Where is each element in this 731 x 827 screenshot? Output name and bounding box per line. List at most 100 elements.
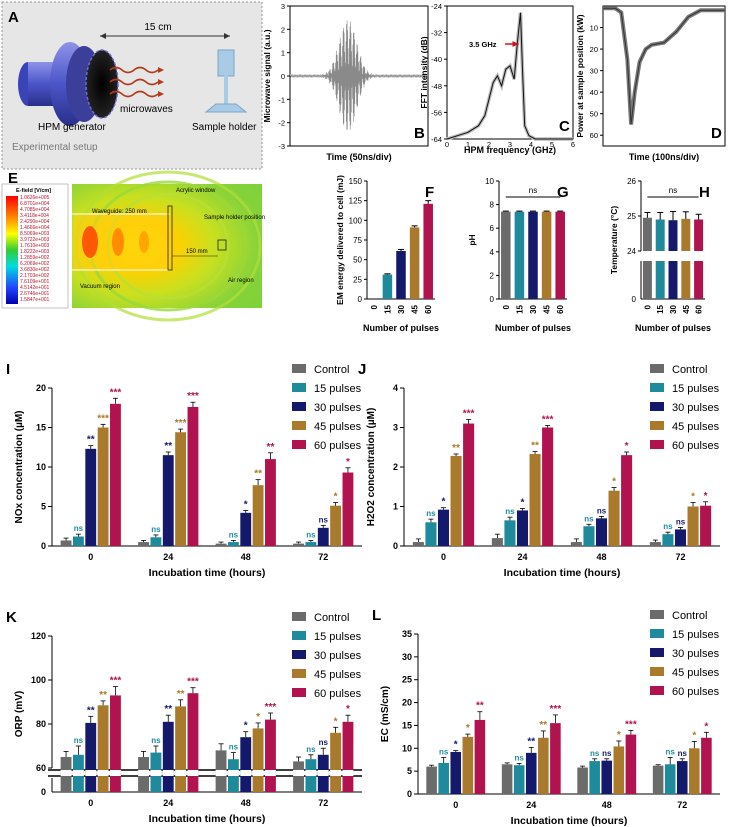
node-3 xyxy=(139,231,149,253)
bar-break-gap xyxy=(60,770,72,776)
generator-aperture xyxy=(85,49,119,119)
x-tick-label: 2 xyxy=(487,140,491,149)
holder-plate xyxy=(217,49,235,77)
legend-label: Control xyxy=(314,364,349,376)
bar xyxy=(625,734,637,794)
bar xyxy=(664,764,676,794)
significance-label: *** xyxy=(542,415,554,426)
waveguide-nodes xyxy=(82,226,149,258)
bar xyxy=(529,453,541,546)
x-axis-label: Number of pulses xyxy=(495,323,571,333)
bar xyxy=(538,737,549,794)
bar xyxy=(514,211,525,299)
panel-letter-a: A xyxy=(8,9,19,26)
bar xyxy=(265,719,276,792)
y-tick-label: -48 xyxy=(431,82,442,91)
y-tick-label: 2 xyxy=(281,25,285,34)
legend-swatch xyxy=(292,650,306,659)
bar xyxy=(701,737,712,794)
y-tick-label: 24 xyxy=(627,247,636,256)
power-band xyxy=(603,6,725,125)
bar xyxy=(463,423,475,546)
legend-value: 4.7085e+004 xyxy=(20,207,50,213)
bar xyxy=(541,211,552,299)
significance-label: * xyxy=(704,491,708,502)
panel-letter: K xyxy=(6,609,17,626)
holder-label: Sample holder xyxy=(192,122,257,133)
x-tick-label: 24 xyxy=(526,800,536,810)
y-tick-label: -64 xyxy=(431,135,442,144)
y-axis-label: EC (mS/cm) xyxy=(380,686,391,742)
y-tick-label: 0 xyxy=(41,787,46,797)
y-axis-label: ORP (mV) xyxy=(14,691,25,738)
bar-break-gap xyxy=(342,770,354,776)
significance-label: *** xyxy=(187,391,199,402)
bar xyxy=(438,762,449,794)
generator-label: HPM generator xyxy=(38,122,106,133)
legend-value: 7.6109e+001 xyxy=(20,279,50,285)
bar xyxy=(240,512,252,546)
legend-label: 60 pulses xyxy=(672,440,720,452)
significance-label: ns xyxy=(584,514,594,523)
y-tick-label: 2 xyxy=(393,462,398,472)
y-tick-label: 0 xyxy=(490,295,495,304)
y-tick-label: 100 xyxy=(31,675,46,685)
bar-lower xyxy=(668,261,678,299)
setup-caption: Experimental setup xyxy=(12,142,98,153)
x-axis-label: Time (50ns/div) xyxy=(326,152,391,162)
bar-break-gap xyxy=(138,770,149,776)
y-axis-label: H2O2 concentration (µM) xyxy=(366,408,377,527)
bar-break-gap xyxy=(265,770,276,776)
significance-label: ** xyxy=(99,690,107,701)
x-tick-label: 3 xyxy=(508,140,512,149)
bar xyxy=(474,719,486,794)
legend-value: 2.6746e+001 xyxy=(20,291,50,297)
significance-label: * xyxy=(454,740,458,751)
bar-break-gap xyxy=(293,770,304,776)
bar xyxy=(150,537,162,546)
legend-label: Control xyxy=(672,610,707,622)
bar xyxy=(60,540,72,546)
legend-label: 30 pulses xyxy=(314,402,362,414)
bar xyxy=(382,274,393,299)
legend-label: 30 pulses xyxy=(314,650,362,662)
significance-label: ns xyxy=(74,736,84,745)
legend-value: 1.5847e+001 xyxy=(20,297,50,303)
bar xyxy=(687,506,699,546)
legend-label: 60 pulses xyxy=(672,686,720,698)
y-tick-label: 10 xyxy=(590,24,598,33)
panel-a: A 15 cm microwaves HPM generator Sam xyxy=(1,1,263,170)
legend-value: 4.5142e+001 xyxy=(20,285,50,291)
x-tick-label: 0 xyxy=(88,552,93,562)
significance-label: ns xyxy=(676,517,686,526)
significance-label: * xyxy=(442,497,446,508)
panel-c: -24 -32 -40 -48 -56 -640 1 2 3 4 5 6 HPM frequency (… xyxy=(419,2,575,155)
y-tick-label: 10 xyxy=(485,177,494,186)
y-tick-label: -2 xyxy=(278,119,285,128)
bar xyxy=(501,211,511,299)
significance-label: *** xyxy=(265,702,277,713)
bar xyxy=(577,767,588,794)
plot-frame xyxy=(446,5,574,140)
y-tick-label: 20 xyxy=(36,383,46,393)
y-tick-label: 0 xyxy=(407,789,412,799)
y-tick-label: 120 xyxy=(31,631,46,641)
panel-b: -3 -2 -1 0 1 2 3 Time (50ns/div) Microwave signa… xyxy=(262,2,429,162)
legend-label: 45 pulses xyxy=(314,421,362,433)
bar xyxy=(423,203,433,299)
legend-label: 60 pulses xyxy=(314,688,362,700)
power-trace xyxy=(603,7,725,125)
bar xyxy=(265,459,276,546)
y-tick-label: 3 xyxy=(281,2,285,11)
significance-label: ** xyxy=(267,442,275,453)
bar-break-gap xyxy=(227,770,239,776)
y-tick-label: 60 xyxy=(590,131,598,140)
wave-arrowhead-3 xyxy=(158,91,164,97)
panel-letter: L xyxy=(372,607,381,624)
legend-label: 60 pulses xyxy=(314,440,362,452)
bar xyxy=(305,542,317,546)
bar-break-gap xyxy=(187,770,199,776)
x-tick-label: 72 xyxy=(318,552,328,562)
significance-label: ns xyxy=(602,749,612,758)
y-tick-label: -24 xyxy=(431,2,442,11)
